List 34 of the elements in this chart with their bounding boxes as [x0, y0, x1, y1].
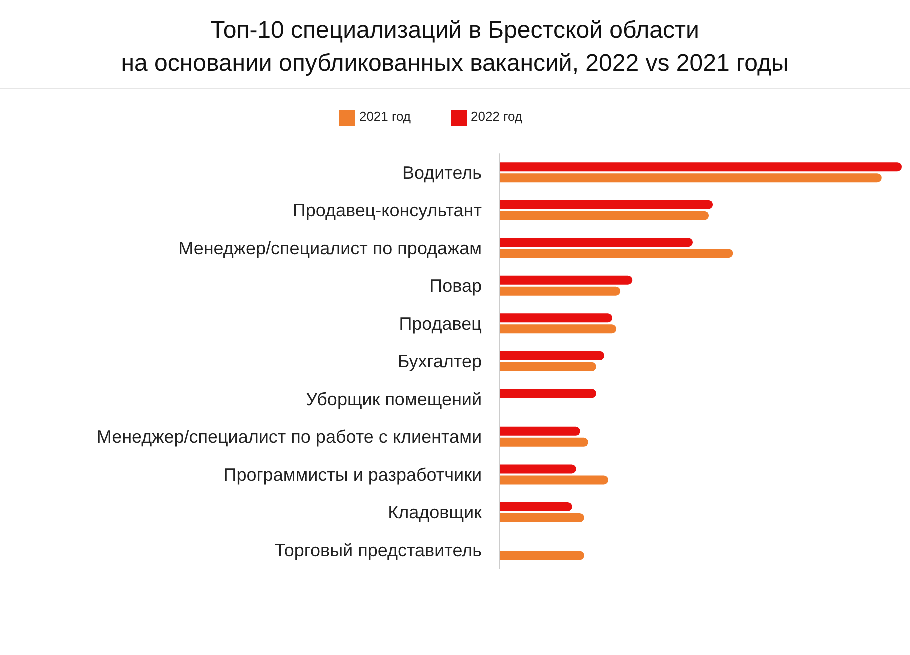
bar	[500, 249, 734, 258]
y-tick-label: Уборщик помещений	[306, 389, 482, 410]
bar	[500, 438, 588, 447]
bar	[500, 286, 621, 296]
y-tick-label: Торговый представитель	[274, 540, 482, 561]
y-tick-label: Кладовщик	[388, 502, 482, 523]
bar	[500, 476, 609, 485]
bar	[500, 314, 613, 323]
bar	[500, 464, 576, 474]
y-tick-label: Менеджер/специалист по продажам	[178, 238, 482, 258]
y-tick-label: Продавец-консультант	[292, 200, 482, 221]
y-tick-label: Бухгалтер	[398, 352, 482, 372]
chart-title: Топ-10 специализаций в Брестской области на основании опубликованных вакансий, 2022 vs 2021 годы	[120, 16, 790, 79]
bar	[500, 324, 617, 334]
bar	[500, 200, 714, 210]
bar	[500, 389, 596, 398]
legend-label: 2021 год	[359, 109, 411, 124]
bar	[500, 276, 633, 285]
bar	[500, 174, 882, 183]
bar	[500, 426, 580, 436]
bar	[500, 351, 605, 360]
y-tick-label: Менеджер/специалист по работе с клиентами	[96, 427, 482, 448]
bar	[500, 211, 710, 220]
bar	[500, 162, 902, 172]
bar	[500, 362, 596, 372]
y-tick-label: Продавец	[399, 314, 482, 334]
legend-label: 2022 год	[471, 109, 523, 124]
y-tick-label: Водитель	[402, 162, 482, 183]
bar	[500, 551, 584, 560]
bar	[500, 513, 584, 522]
bar	[500, 238, 693, 248]
y-tick-label: Программисты и разработчики	[224, 464, 482, 485]
bar	[500, 502, 572, 512]
y-tick-label: Повар	[430, 276, 482, 296]
